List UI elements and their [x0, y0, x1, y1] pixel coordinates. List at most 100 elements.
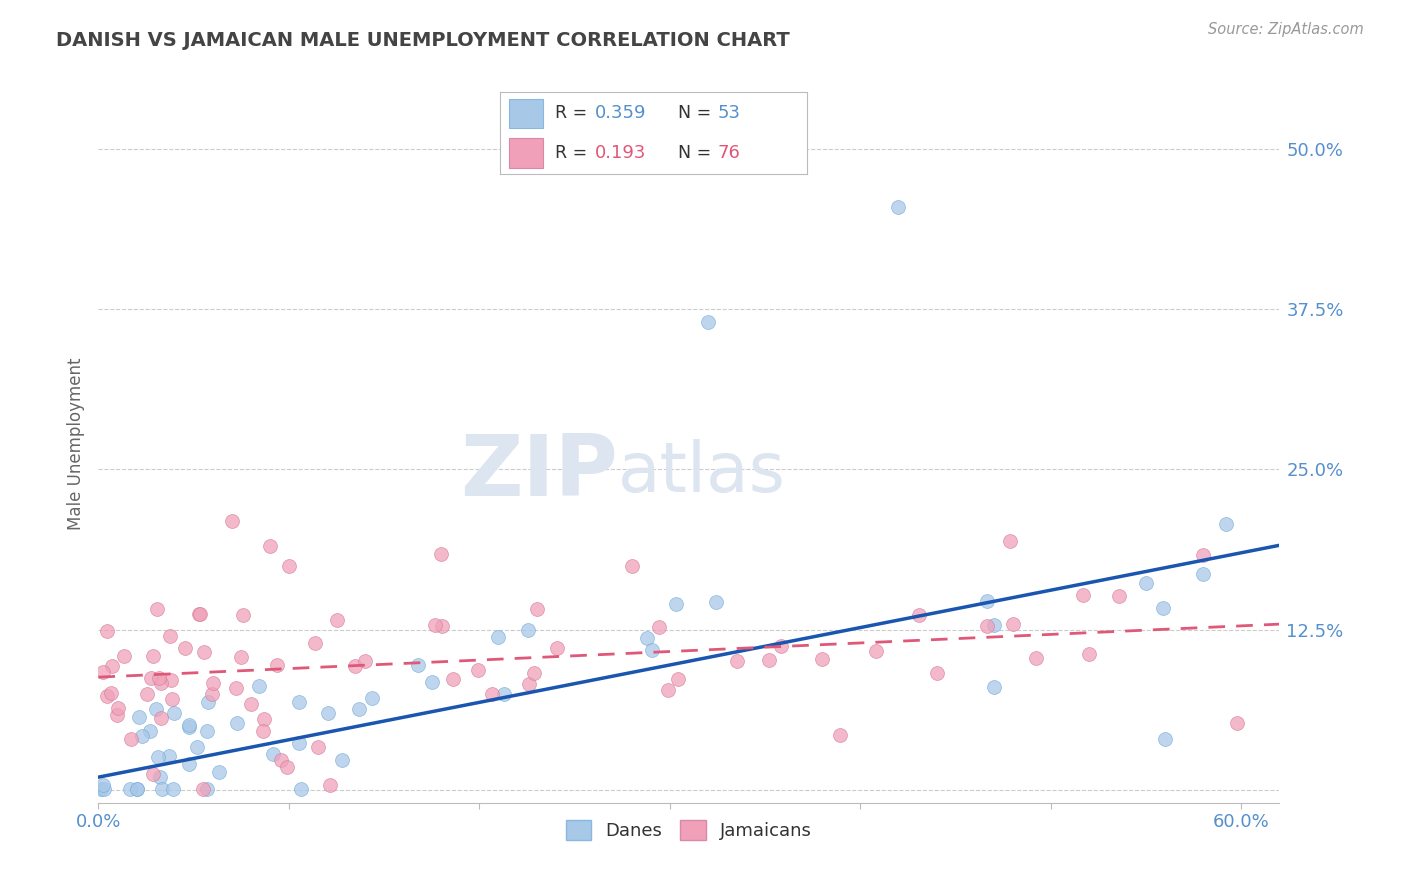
Point: [1078, 647, 1101, 661]
Point: [191, 781, 214, 796]
Point: [330, 753, 353, 767]
Point: [519, 677, 541, 691]
Point: [887, 200, 910, 214]
Point: [290, 781, 312, 796]
Point: [188, 607, 211, 621]
Point: [247, 679, 270, 693]
Point: [276, 760, 298, 774]
Point: [141, 671, 163, 685]
Point: [523, 666, 546, 681]
Point: [160, 691, 183, 706]
Point: [91, 778, 114, 792]
Point: [187, 607, 209, 621]
Point: [492, 687, 515, 701]
Point: [142, 649, 165, 664]
Point: [125, 781, 148, 796]
Point: [150, 711, 173, 725]
Point: [162, 781, 184, 796]
Point: [828, 728, 851, 742]
Point: [177, 756, 200, 771]
Legend: Danes, Jamaicans: Danes, Jamaicans: [558, 813, 820, 847]
Point: [157, 749, 180, 764]
Point: [159, 629, 181, 643]
Point: [526, 602, 548, 616]
Point: [288, 695, 311, 709]
Point: [637, 631, 659, 645]
Point: [148, 671, 170, 685]
Point: [221, 514, 243, 528]
Text: DANISH VS JAMAICAN MALE UNEMPLOYMENT CORRELATION CHART: DANISH VS JAMAICAN MALE UNEMPLOYMENT COR…: [56, 31, 790, 50]
Point: [179, 718, 201, 732]
Point: [139, 723, 162, 738]
Point: [93, 781, 115, 796]
Point: [208, 765, 231, 780]
Point: [360, 691, 382, 706]
Text: Source: ZipAtlas.com: Source: ZipAtlas.com: [1208, 22, 1364, 37]
Point: [304, 636, 326, 650]
Point: [546, 640, 568, 655]
Point: [420, 674, 443, 689]
Point: [516, 623, 538, 637]
Point: [319, 778, 342, 792]
Point: [353, 654, 375, 668]
Point: [430, 547, 453, 561]
Point: [665, 597, 688, 611]
Point: [131, 729, 153, 743]
Point: [769, 639, 792, 653]
Point: [1225, 715, 1247, 730]
Point: [983, 681, 1005, 695]
Point: [704, 595, 727, 609]
Point: [277, 558, 299, 573]
Text: atlas: atlas: [619, 439, 786, 506]
Text: ZIP: ZIP: [460, 431, 619, 514]
Point: [725, 654, 748, 668]
Point: [441, 672, 464, 686]
Point: [641, 643, 664, 657]
Point: [112, 649, 135, 664]
Point: [758, 653, 780, 667]
Point: [142, 767, 165, 781]
Point: [406, 657, 429, 672]
Point: [666, 672, 689, 686]
Point: [226, 715, 249, 730]
Point: [179, 720, 201, 734]
Point: [195, 724, 218, 739]
Point: [1135, 575, 1157, 590]
Point: [266, 657, 288, 672]
Point: [347, 702, 370, 716]
Point: [344, 659, 367, 673]
Point: [239, 698, 262, 712]
Point: [262, 747, 284, 761]
Point: [150, 781, 173, 796]
Point: [1154, 731, 1177, 746]
Point: [96, 689, 118, 703]
Point: [200, 687, 222, 701]
Point: [128, 709, 150, 723]
Point: [1152, 600, 1174, 615]
Point: [252, 712, 274, 726]
Point: [270, 754, 292, 768]
Point: [316, 706, 339, 720]
Point: [647, 619, 669, 633]
Point: [146, 602, 169, 616]
Point: [159, 673, 181, 687]
Point: [201, 676, 224, 690]
Point: [908, 607, 931, 622]
Point: [193, 645, 215, 659]
Point: [105, 708, 128, 723]
Point: [96, 624, 118, 639]
Point: [1192, 548, 1215, 562]
Point: [983, 617, 1005, 632]
Point: [150, 676, 173, 690]
Point: [107, 700, 129, 714]
Point: [1108, 590, 1130, 604]
Point: [481, 687, 503, 701]
Point: [231, 649, 253, 664]
Point: [100, 659, 122, 673]
Point: [697, 315, 720, 329]
Point: [287, 736, 309, 750]
Point: [120, 732, 142, 747]
Point: [467, 663, 489, 677]
Point: [486, 631, 509, 645]
Point: [100, 686, 122, 700]
